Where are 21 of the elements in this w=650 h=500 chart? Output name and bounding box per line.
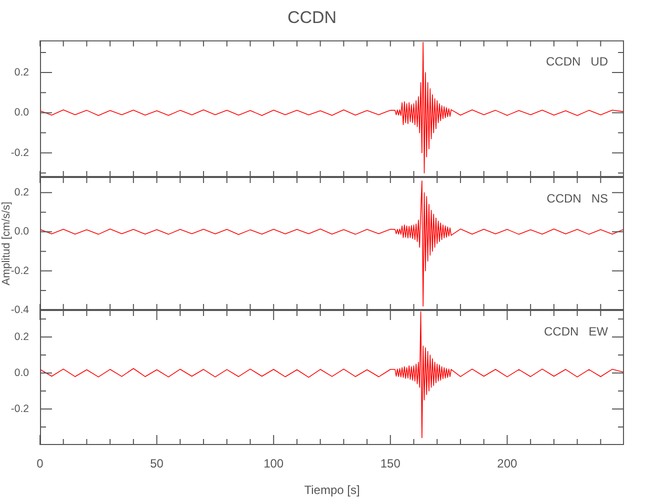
y-tick-label: 0.2 bbox=[14, 186, 30, 199]
x-tick-label: 0 bbox=[36, 456, 44, 471]
annotation: CCDN UD bbox=[546, 54, 608, 69]
y-tick-label: 0.2 bbox=[14, 330, 30, 343]
y-axis-title: Amplitud [cm/s/s] bbox=[0, 202, 13, 286]
x-tick-label: 150 bbox=[380, 456, 401, 471]
y-tick-label: -0.2 bbox=[10, 264, 30, 277]
chart-title: CCDN bbox=[287, 8, 337, 27]
x-axis-title: Tiempo [s] bbox=[304, 483, 360, 498]
y-tick-label: 0.0 bbox=[14, 226, 30, 238]
x-tick-label: 50 bbox=[150, 456, 164, 471]
y-tick-label: 0.0 bbox=[14, 366, 30, 379]
annotation: CCDN EW bbox=[544, 324, 609, 338]
y-tick-label: -0.2 bbox=[10, 146, 30, 159]
y-tick-label: 0.0 bbox=[14, 106, 30, 119]
y-tick-label: -0.2 bbox=[10, 402, 30, 415]
y-tick-label: 0.2 bbox=[14, 66, 30, 78]
y-tick-label: -0.4 bbox=[10, 304, 30, 316]
annotation: CCDN NS bbox=[546, 191, 608, 206]
x-tick-label: 100 bbox=[264, 456, 284, 471]
x-tick-label: 200 bbox=[497, 456, 518, 471]
